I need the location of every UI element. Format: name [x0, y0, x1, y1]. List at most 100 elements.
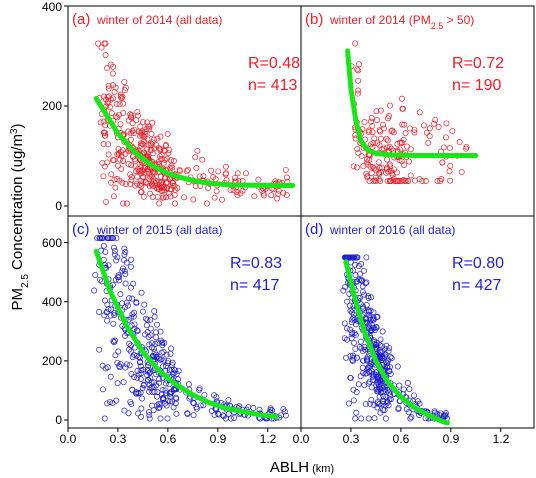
scatter-point-c-370	[100, 235, 107, 242]
scatter-point-c-284	[133, 300, 140, 307]
y-tick-bottom-200: 200	[42, 354, 62, 368]
scatter-point-c-91	[139, 395, 145, 402]
scatter-point-c-361	[97, 276, 103, 283]
scatter-point-c-279	[138, 405, 145, 412]
scatter-point-a-154	[190, 196, 197, 203]
scatter-point-b-132	[360, 163, 367, 170]
scatter-point-a-398	[135, 112, 141, 119]
scatter-point-c-153	[164, 415, 171, 422]
scatter-point-b-97	[387, 178, 394, 184]
scatter-point-a-291	[176, 166, 183, 173]
scatter-point-c-260	[122, 364, 129, 371]
scatter-point-c-416	[149, 402, 156, 409]
scatter-point-a-30	[237, 190, 244, 197]
scatter-point-a-117	[151, 136, 157, 143]
scatter-point-c-319	[121, 245, 128, 252]
fit-line-a	[93, 96, 296, 188]
panel-c-title-text: winter of 2015 (all data)	[96, 223, 222, 237]
scatter-point-a-277	[230, 187, 237, 194]
scatter-point-b-162	[385, 168, 392, 175]
scatter-point-c-207	[156, 376, 163, 383]
scatter-point-b-1	[377, 135, 384, 142]
scatter-point-c-354	[158, 349, 165, 356]
chart-marks	[64, 5, 502, 432]
scatter-point-a-182	[108, 179, 115, 186]
scatter-point-a-80	[128, 112, 135, 119]
scatter-point-a-146	[109, 70, 116, 77]
scatter-point-c-180	[167, 350, 174, 357]
scatter-point-c-108	[153, 329, 159, 336]
scatter-point-c-219	[127, 284, 134, 291]
scatter-point-b-168	[363, 159, 370, 166]
scatter-point-d-35	[363, 302, 370, 308]
y-axis-title-post: )	[9, 123, 26, 128]
x-tick-right-1.2: 1.2	[493, 432, 510, 446]
x-tick-left-0.9: 0.9	[210, 432, 227, 446]
x-axis-title: ABLH (km)	[270, 459, 334, 476]
scatter-point-c-293	[120, 379, 127, 386]
scatter-point-b-95	[373, 108, 380, 115]
scatter-point-d-69	[340, 287, 347, 294]
scatter-point-a-269	[128, 177, 135, 184]
scatter-point-b-78	[355, 87, 362, 94]
scatter-point-a-305	[129, 120, 136, 127]
scatter-point-a-86	[127, 180, 134, 187]
scatter-point-a-392	[115, 151, 122, 158]
scatter-point-d-24	[350, 397, 357, 404]
scatter-point-b-99	[406, 158, 412, 165]
x-axis-title-unit: (km)	[309, 463, 334, 475]
scatter-point-a-346	[154, 135, 161, 142]
scatter-point-c-69	[131, 309, 138, 316]
scatter-point-d-392	[374, 374, 381, 380]
scatter-point-c-415	[122, 280, 129, 287]
scatter-point-a-57	[117, 93, 124, 100]
scatter-point-d-91	[405, 409, 412, 416]
panel-c-label: (c)	[72, 221, 90, 238]
scatter-point-c-32	[140, 308, 146, 315]
scatter-point-c-106	[146, 409, 152, 416]
scatter-point-c-331	[190, 412, 197, 419]
scatter-point-a-376	[110, 63, 117, 70]
scatter-point-a-107	[98, 44, 105, 51]
x-tick-right-0.0: 0.0	[293, 432, 310, 446]
scatter-point-c-48	[104, 317, 111, 324]
scatter-point-c-200	[157, 415, 164, 422]
scatter-point-c-273	[231, 414, 238, 421]
scatter-point-c-365	[147, 385, 154, 392]
scatter-point-a-400	[140, 193, 147, 200]
scatter-point-c-386	[190, 400, 197, 407]
scatter-point-a-173	[113, 113, 119, 120]
scatter-point-a-380	[268, 192, 275, 199]
y-axis-title-sub: 2.5	[20, 274, 31, 288]
scatter-point-d-358	[357, 373, 364, 380]
scatter-point-b-160	[435, 124, 442, 130]
scatter-point-d-119	[341, 320, 348, 327]
scatter-point-b-145	[384, 115, 391, 122]
scatter-point-b-139	[374, 140, 381, 147]
scatter-point-b-186	[394, 141, 401, 148]
scatter-point-b-34	[384, 156, 391, 163]
scatter-point-c-179	[105, 262, 112, 269]
scatter-point-c-171	[130, 280, 137, 287]
scatter-point-d-425	[365, 295, 372, 301]
scatter-point-c-263	[112, 276, 119, 283]
scatter-point-a-384	[145, 142, 152, 148]
scatter-point-a-234	[137, 123, 144, 130]
scatter-point-a-183	[111, 89, 118, 95]
scatter-point-a-108	[183, 168, 190, 175]
scatter-point-d-326	[387, 354, 394, 360]
scatter-point-b-62	[456, 139, 463, 146]
scatter-point-b-100	[364, 173, 371, 180]
scatter-point-c-231	[155, 400, 162, 407]
scatter-point-a-163	[196, 173, 203, 180]
scatter-point-b-142	[377, 128, 384, 135]
panel-c-title: winter of 2015 (all data)	[96, 223, 222, 237]
scatter-point-c-140	[165, 360, 171, 367]
scatter-point-b-173	[425, 139, 432, 146]
scatter-point-a-292	[100, 118, 107, 125]
scatter-point-b-33	[361, 119, 368, 126]
scatter-point-a-365	[122, 84, 129, 91]
scatter-point-b-94	[354, 90, 361, 97]
scatter-point-c-335	[126, 340, 133, 347]
scatter-point-a-326	[215, 168, 222, 175]
